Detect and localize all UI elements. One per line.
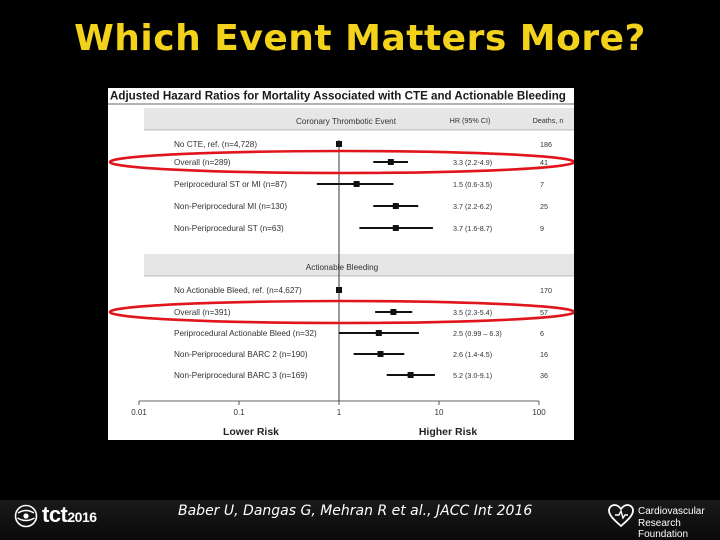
hr-ci-text: 2.5 (0.99 – 6.3) <box>453 329 502 338</box>
section-band <box>144 254 574 276</box>
deaths-count: 57 <box>540 308 548 317</box>
deaths-count: 7 <box>540 180 544 189</box>
hr-point <box>377 351 384 357</box>
citation: Baber U, Dangas G, Mehran R et al., JACC… <box>178 503 533 519</box>
forest-sections: Coronary Thrombotic Event HR (95% CI) Deat… <box>108 108 574 401</box>
deaths-count: 25 <box>540 202 548 211</box>
slide-title: Which Event Matters More? <box>74 18 646 59</box>
row-label: Periprocedural ST or MI (n=87) <box>174 180 287 189</box>
hr-point <box>353 181 360 187</box>
hr-ci-text: 3.5 (2.3-5.4) <box>453 308 492 317</box>
deaths-count: 41 <box>540 158 548 167</box>
hr-ci-text: 3.7 (1.6-8.7) <box>453 224 492 233</box>
highlight-ellipse <box>108 299 574 325</box>
lower-risk-label: Lower Risk <box>223 426 279 438</box>
row-label: No Actionable Bleed, ref. (n=4,627) <box>174 286 302 295</box>
higher-risk-label: Higher Risk <box>419 426 478 438</box>
crf-line-2: Research Foundation <box>638 518 689 540</box>
tct-globe-icon <box>14 504 38 528</box>
row-label: Non-Periprocedural ST (n=63) <box>174 224 284 233</box>
crf-line-1: Cardiovascular <box>638 506 705 517</box>
hr-ci-text: 3.7 (2.2-6.2) <box>453 202 492 211</box>
x-tick-label: 100 <box>532 408 546 417</box>
hr-point <box>392 225 399 231</box>
section-band <box>144 108 574 130</box>
crf-heart-icon <box>608 504 634 528</box>
highlight-ellipse <box>108 149 574 175</box>
hr-ci-text: 2.6 (1.4-4.5) <box>453 350 492 359</box>
tct-wordmark: tct2016 <box>42 502 97 527</box>
row-label: No CTE, ref. (n=4,728) <box>174 140 257 149</box>
deaths-count: 186 <box>540 140 552 149</box>
crf-logo: Cardiovascular Research Foundation <box>608 502 714 540</box>
deaths-column-header: Deaths, n <box>533 116 564 125</box>
hr-ci-text: 5.2 (3.0-9.1) <box>453 371 492 380</box>
forest-plot-figure: Adjusted Hazard Ratios for Mortality Ass… <box>108 88 574 440</box>
section-header: Coronary Thrombotic Event <box>296 117 397 126</box>
hr-point <box>375 330 382 336</box>
row-label: Non-Periprocedural BARC 3 (n=169) <box>174 371 308 380</box>
x-axis: 0.01 0.1 1 10 100 <box>131 400 546 417</box>
x-tick-label: 1 <box>337 408 342 417</box>
deaths-count: 16 <box>540 350 548 359</box>
hr-point <box>390 309 397 315</box>
chart-title: Adjusted Hazard Ratios for Mortality Ass… <box>110 90 566 103</box>
x-tick-label: 0.1 <box>233 408 245 417</box>
hr-column-header: HR (95% CI) <box>450 116 491 125</box>
row-label: Non-Periprocedural MI (n=130) <box>174 202 287 211</box>
x-tick-label: 0.01 <box>131 408 147 417</box>
hr-point <box>392 203 399 209</box>
deaths-count: 6 <box>540 329 544 338</box>
forest-plot: Adjusted Hazard Ratios for Mortality Ass… <box>108 90 574 438</box>
x-tick-label: 10 <box>435 408 444 417</box>
row-label: Non-Periprocedural BARC 2 (n=190) <box>174 350 308 359</box>
hr-point <box>387 159 394 165</box>
hr-ci-text: 1.5 (0.6-3.5) <box>453 180 492 189</box>
deaths-count: 36 <box>540 371 548 380</box>
footer-bar <box>0 500 720 540</box>
deaths-count: 170 <box>540 286 552 295</box>
tct-logo: tct2016 <box>14 502 114 530</box>
row-label: Periprocedural Actionable Bleed (n=32) <box>174 329 317 338</box>
section-header: Actionable Bleeding <box>306 263 379 272</box>
row-label: Overall (n=391) <box>174 308 231 317</box>
deaths-count: 9 <box>540 224 544 233</box>
hr-point <box>407 372 414 378</box>
row-label: Overall (n=289) <box>174 158 231 167</box>
hr-ci-text: 3.3 (2.2-4.9) <box>453 158 492 167</box>
